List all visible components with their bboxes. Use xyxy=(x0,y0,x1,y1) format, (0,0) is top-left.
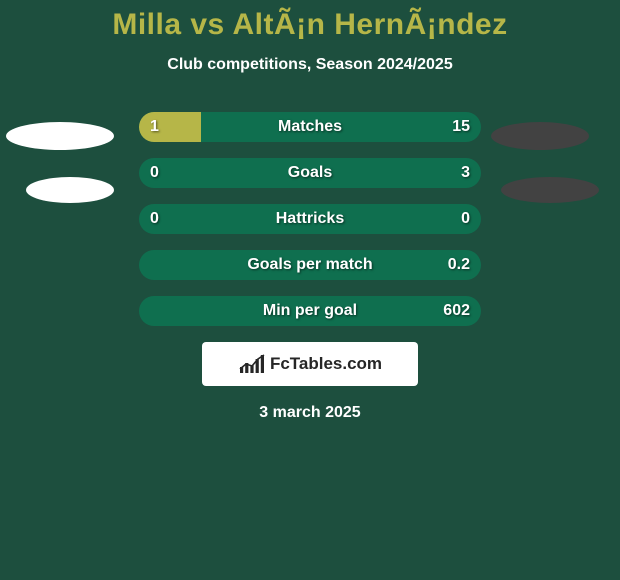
source-logo: FcTables.com xyxy=(202,342,418,386)
stat-bar-left xyxy=(139,112,201,142)
stat-row: Goals03 xyxy=(0,158,620,188)
stat-row: Matches115 xyxy=(0,112,620,142)
stat-bar-right xyxy=(139,296,481,326)
page-title: Milla vs AltÃ¡n HernÃ¡ndez xyxy=(0,0,620,42)
stat-bar-track xyxy=(139,296,481,326)
stat-bar-right xyxy=(139,250,481,280)
stat-bar-track xyxy=(139,204,481,234)
logo-text: FcTables.com xyxy=(270,354,382,374)
comparison-infographic: Milla vs AltÃ¡n HernÃ¡ndez Club competit… xyxy=(0,0,620,580)
stat-bar-track xyxy=(139,158,481,188)
stat-bar-track xyxy=(139,112,481,142)
stat-bar-right xyxy=(139,204,481,234)
logo-bars-icon xyxy=(238,353,266,375)
stat-row: Min per goal602 xyxy=(0,296,620,326)
subtitle: Club competitions, Season 2024/2025 xyxy=(0,56,620,74)
stat-bar-track xyxy=(139,250,481,280)
stat-row: Goals per match0.2 xyxy=(0,250,620,280)
date-text: 3 march 2025 xyxy=(0,404,620,422)
stat-row: Hattricks00 xyxy=(0,204,620,234)
stat-bar-right xyxy=(139,158,481,188)
